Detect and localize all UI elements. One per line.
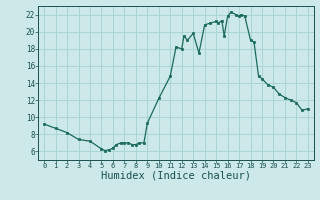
X-axis label: Humidex (Indice chaleur): Humidex (Indice chaleur) (101, 171, 251, 181)
